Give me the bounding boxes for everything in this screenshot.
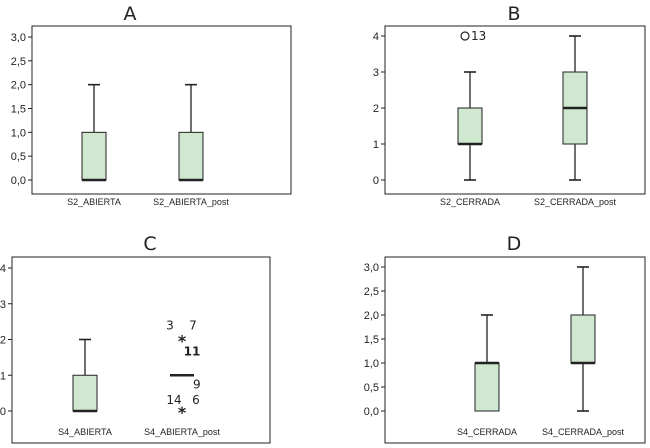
y-tick-label: 2,0 <box>364 310 379 322</box>
box-1 <box>474 314 500 412</box>
x-category-label: S2_CERRADA <box>440 197 500 207</box>
x-category-label: S2_CERRADA_post <box>534 197 617 207</box>
y-tick-label: 1,5 <box>364 334 379 346</box>
y-tick-label: 0,0 <box>364 406 379 418</box>
x-category-label: S4_ABIERTA_post <box>144 427 220 437</box>
outlier-label: 3 <box>166 319 174 333</box>
plot-frame <box>31 25 292 195</box>
panel-a: A 0,0 0,5 1,0 1,5 2,0 2,5 3,0 S2_ABIERTA S2_ABIER… <box>11 3 292 207</box>
outlier-label: 13 <box>471 29 486 43</box>
box-2 <box>178 83 204 182</box>
plot-frame <box>384 25 646 195</box>
median-case-label: 9 <box>193 377 201 391</box>
panel-title: A <box>124 3 137 25</box>
y-tick-label: 0,5 <box>364 382 379 394</box>
y-tick-label: 1 <box>0 370 6 382</box>
panel-d: D 0,0 0,5 1,0 1,5 2,0 2,5 3,0 S4_CERRADA S4_CERRA… <box>364 233 646 444</box>
y-tick-label: 3 <box>373 67 379 79</box>
panel-title: D <box>507 233 522 255</box>
outlier-label: 7 <box>189 319 197 333</box>
y-tick-label: 0 <box>0 406 6 418</box>
y-tick-label: 4 <box>0 263 6 275</box>
y-tick-label: 3,0 <box>364 262 379 274</box>
y-tick-label: 0,5 <box>11 151 26 163</box>
y-tick-label: 0 <box>373 175 379 187</box>
y-tick-label: 3 <box>0 299 6 311</box>
y-tick-label: 2,5 <box>364 286 379 298</box>
y-tick-label: 1 <box>373 139 379 151</box>
y-tick-label: 0,0 <box>11 175 26 187</box>
y-tick-label: 1,0 <box>11 127 26 139</box>
y-tick-label: 2 <box>373 103 379 115</box>
y-tick-label: 2,5 <box>11 56 26 68</box>
box-2 <box>562 35 588 181</box>
iqr-box <box>474 362 500 412</box>
x-category-label: S4_CERRADA <box>457 427 517 437</box>
box-1 <box>72 338 98 413</box>
outlier-label: 11 <box>184 345 201 359</box>
outlier-label: 14 <box>166 393 181 407</box>
box-1 <box>457 71 483 181</box>
iqr-box <box>81 131 107 181</box>
x-category-label: S4_ABIERTA <box>58 427 112 437</box>
y-tick-label: 4 <box>373 31 379 43</box>
y-tick-label: 1,5 <box>11 104 26 116</box>
y-tick-label: 3,0 <box>11 32 26 44</box>
iqr-box <box>570 314 596 364</box>
y-tick-label: 2 <box>0 335 6 347</box>
y-tick-label: 2,0 <box>11 80 26 92</box>
outlier-circle <box>460 31 470 41</box>
outlier-label: 6 <box>192 393 200 407</box>
box-2 <box>570 266 596 412</box>
plot-frame <box>384 256 646 444</box>
x-category-label: S2_ABIERTA_post <box>153 197 229 207</box>
outlier-star: * <box>178 403 187 422</box>
iqr-box <box>72 374 98 412</box>
plot-frame <box>11 256 271 444</box>
x-category-label: S2_ABIERTA <box>67 197 121 207</box>
outlier-star: * <box>178 332 187 351</box>
iqr-box <box>457 107 483 145</box>
panel-b: B 0 1 2 3 4 S2_CERRADA S2_CERRADA_post 13 <box>373 3 646 207</box>
iqr-box <box>178 131 204 181</box>
panel-title: C <box>143 233 156 255</box>
box-1 <box>81 83 107 182</box>
x-category-label: S4_CERRADA_post <box>542 427 625 437</box>
y-tick-label: 1,0 <box>364 358 379 370</box>
panel-title: B <box>507 3 520 25</box>
